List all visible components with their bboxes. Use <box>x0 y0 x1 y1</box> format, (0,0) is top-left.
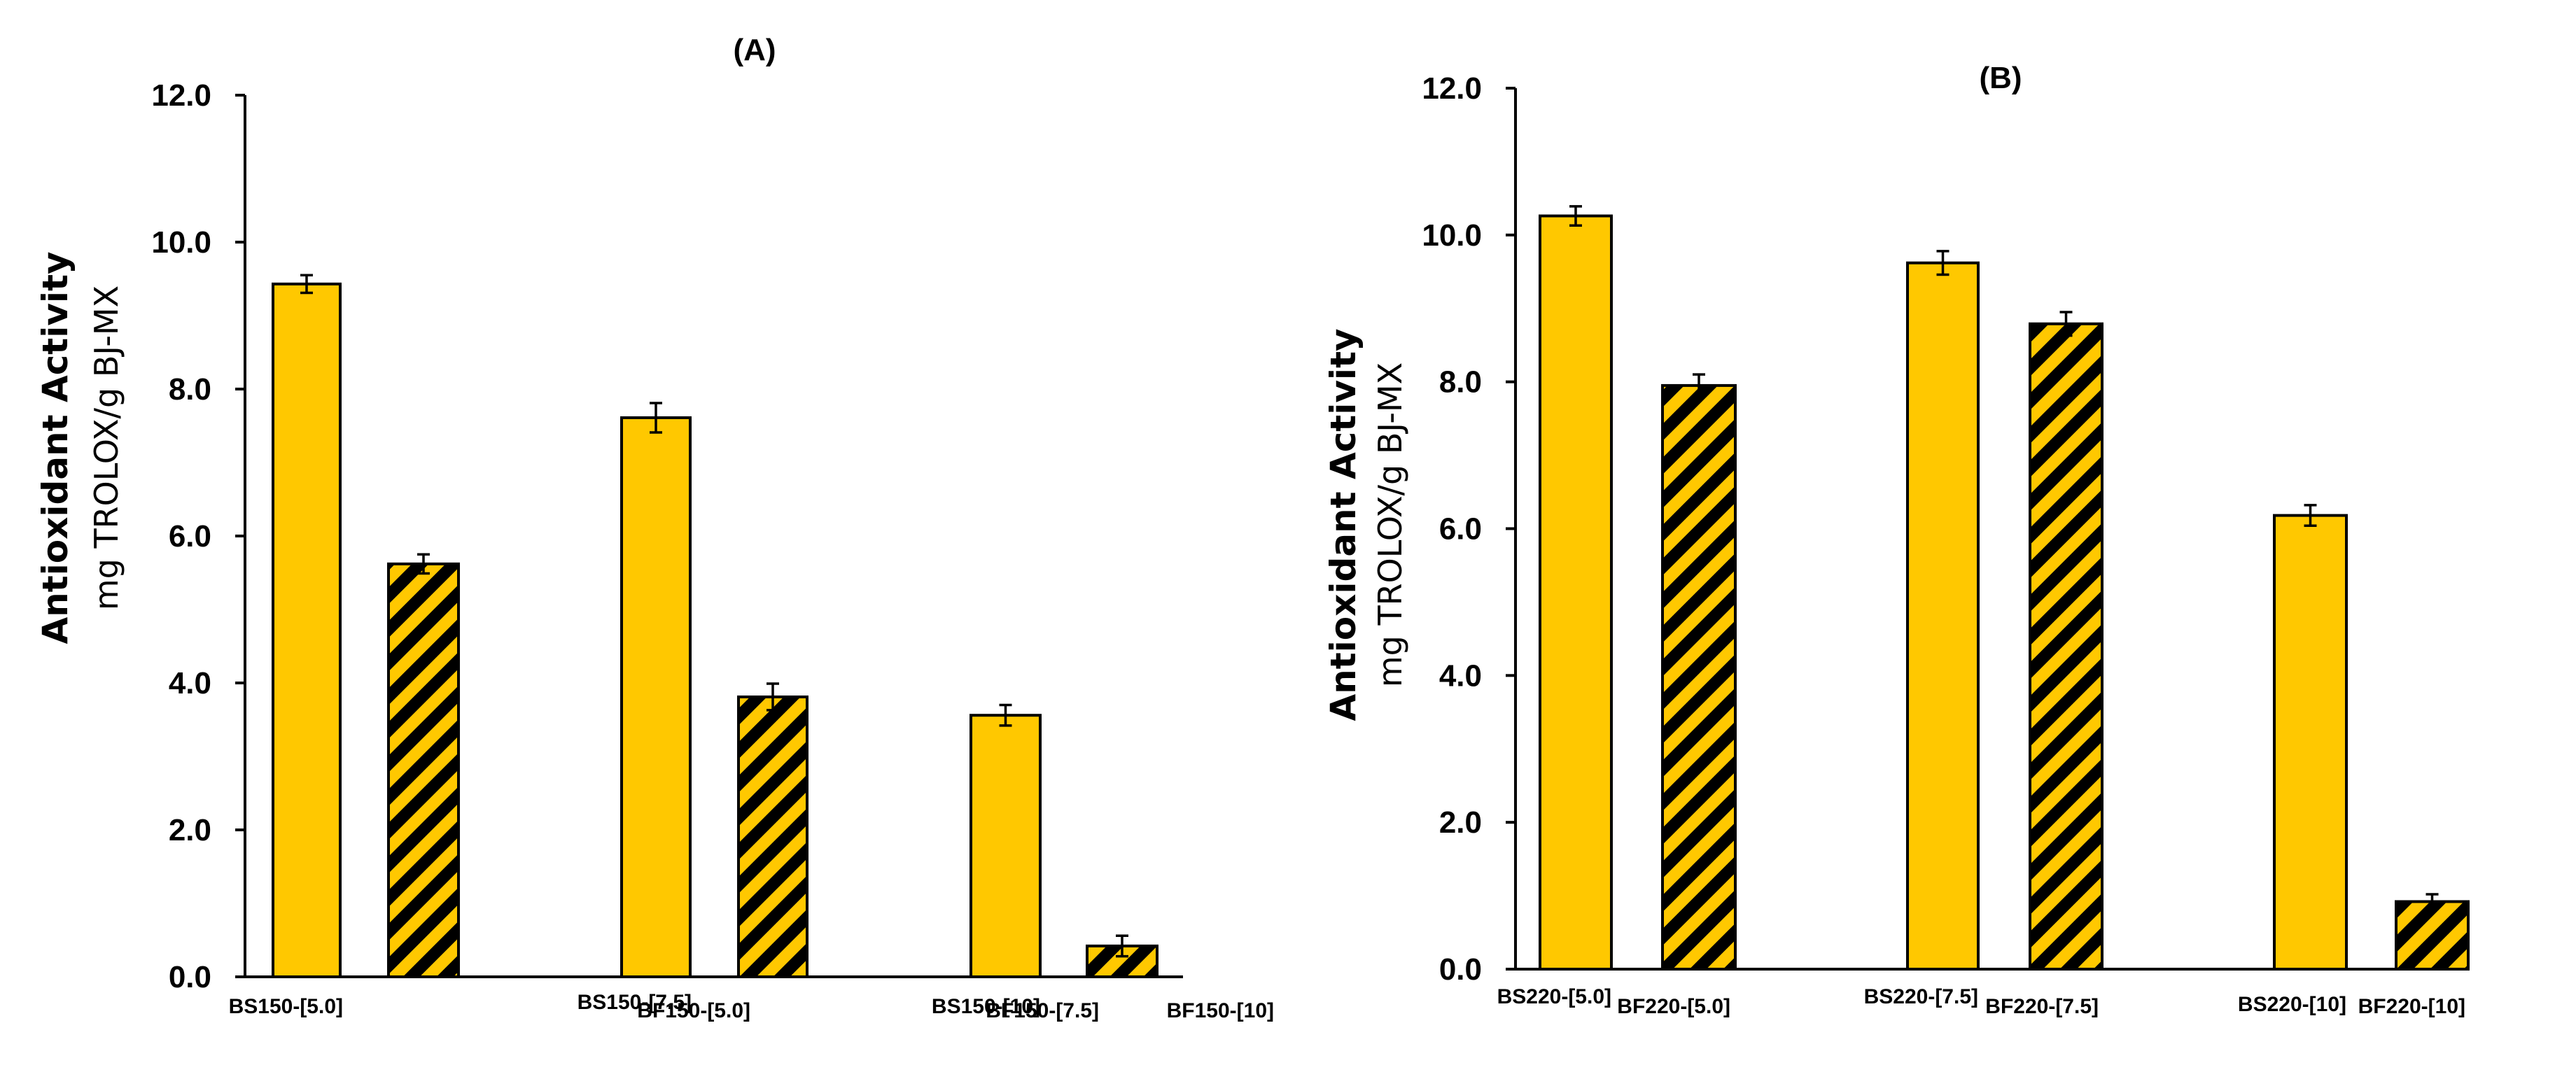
panel-a-error-bar-BF150-[7.5] <box>766 682 779 712</box>
panel-a-category-label: BS150-[7.5] <box>578 991 692 1014</box>
panel-b-y-tick-label: 4.0 <box>1439 658 1482 693</box>
panel-b-error-bar-BS220-[7.5] <box>1936 250 1949 276</box>
panel-b-error-bar-BF220-[10] <box>2426 893 2439 910</box>
panel-a-y-tick-label: 10.0 <box>151 225 211 260</box>
panel-a-error-bar-BS150-[10] <box>999 703 1012 727</box>
panel-b-ylabel-line2: mg TROLOX/g BJ-MX <box>1371 362 1409 687</box>
panel-a: (A) Antioxidant Activity mg TROLOX/g BJ-… <box>35 33 1274 1022</box>
panel-a-y-tick-label: 0.0 <box>169 960 211 994</box>
panel-b-bar-BF220-[7.5] <box>2029 322 2104 971</box>
panel-a-y-tick-label: 12.0 <box>151 78 211 113</box>
panel-a-bar-BS150-[7.5] <box>620 416 692 978</box>
panel-b-error-bar-BF220-[5.0] <box>1693 373 1705 398</box>
panel-a-error-bar-BF150-[5.0] <box>417 553 430 575</box>
panel-a-bar-BS150-[5.0] <box>272 282 342 979</box>
panel-b-bar-BS220-[10] <box>2273 514 2348 971</box>
panel-a-category-label: BF150-[7.5] <box>986 999 1099 1022</box>
panel-b-error-bar-BF220-[7.5] <box>2059 311 2073 337</box>
panel-a-category-label: BS150-[5.0] <box>229 995 343 1018</box>
panel-b-ylabel-line1: Antioxidant Activity <box>1323 328 1364 721</box>
panel-b-y-tick-label: 10.0 <box>1422 218 1482 253</box>
panel-a-bar-BF150-[7.5] <box>737 695 808 978</box>
panel-b-y-tick-label: 2.0 <box>1439 805 1482 840</box>
panel-b-bar-BS220-[5.0] <box>1539 214 1613 971</box>
panel-a-title: (A) <box>733 33 776 67</box>
panel-a-plot: 0.0 2.0 4.0 6.0 8.0 10.0 12.0 BS150-[5.0] BF150-… <box>151 78 1274 1022</box>
panel-a-bar-BS150-[10] <box>969 714 1042 978</box>
panel-b-y-tick-label: 8.0 <box>1439 365 1482 400</box>
panel-b-error-bar-BS220-[10] <box>2304 504 2317 528</box>
panel-b-y-tick-label: 0.0 <box>1439 952 1482 987</box>
panel-b-plot: 0.0 2.0 4.0 6.0 8.0 10.0 12.0 BS220-[5.0] BF220-… <box>1422 71 2470 1018</box>
panel-b-error-bar-BS220-[5.0] <box>1569 205 1582 227</box>
panel-a-y-tick-label: 6.0 <box>169 519 211 553</box>
panel-a-ylabel: Antioxidant Activity mg TROLOX/g BJ-MX <box>35 251 125 644</box>
panel-a-category-label: BF150-[5.0] <box>637 999 750 1022</box>
panel-a-error-bar-BS150-[7.5] <box>650 402 662 434</box>
panel-a-category-label: BS150-[10] <box>932 995 1040 1018</box>
panel-a-ylabel-line2: mg TROLOX/g BJ-MX <box>88 285 125 610</box>
panel-a-y-tick-label: 4.0 <box>169 666 211 700</box>
panel-b-ylabel: Antioxidant Activity mg TROLOX/g BJ-MX <box>1323 328 1409 721</box>
panel-a-ylabel-line1: Antioxidant Activity <box>35 251 76 644</box>
panel-b-category-label: BF220-[7.5] <box>1985 995 2099 1018</box>
panel-b: (B) Antioxidant Activity mg TROLOX/g BJ-… <box>1323 61 2470 1018</box>
panel-b-bar-BF220-[10] <box>2395 900 2470 971</box>
panel-b-bar-BS220-[7.5] <box>1906 261 1980 971</box>
panel-a-y-tick-label: 2.0 <box>169 813 211 847</box>
panel-a-bar-BF150-[5.0] <box>387 562 460 978</box>
panel-b-category-label: BF220-[10] <box>2358 995 2465 1018</box>
panel-b-title: (B) <box>1979 61 2022 95</box>
panel-b-bar-BF220-[5.0] <box>1661 383 1737 971</box>
panel-a-error-bar-BS150-[5.0] <box>300 274 313 295</box>
panel-a-category-label: BF150-[10] <box>1167 999 1274 1022</box>
panel-b-category-label: BS220-[10] <box>2238 993 2346 1016</box>
panel-a-error-bar-BF150-[10] <box>1116 934 1128 958</box>
panel-b-category-label: BS220-[7.5] <box>1864 985 1978 1008</box>
panel-b-category-label: BF220-[5.0] <box>1617 995 1730 1018</box>
panel-b-y-tick-label: 6.0 <box>1439 512 1482 546</box>
panel-b-y-tick-label: 12.0 <box>1422 71 1482 106</box>
panel-b-category-label: BS220-[5.0] <box>1497 985 1611 1008</box>
panel-a-y-tick-label: 8.0 <box>169 372 211 407</box>
